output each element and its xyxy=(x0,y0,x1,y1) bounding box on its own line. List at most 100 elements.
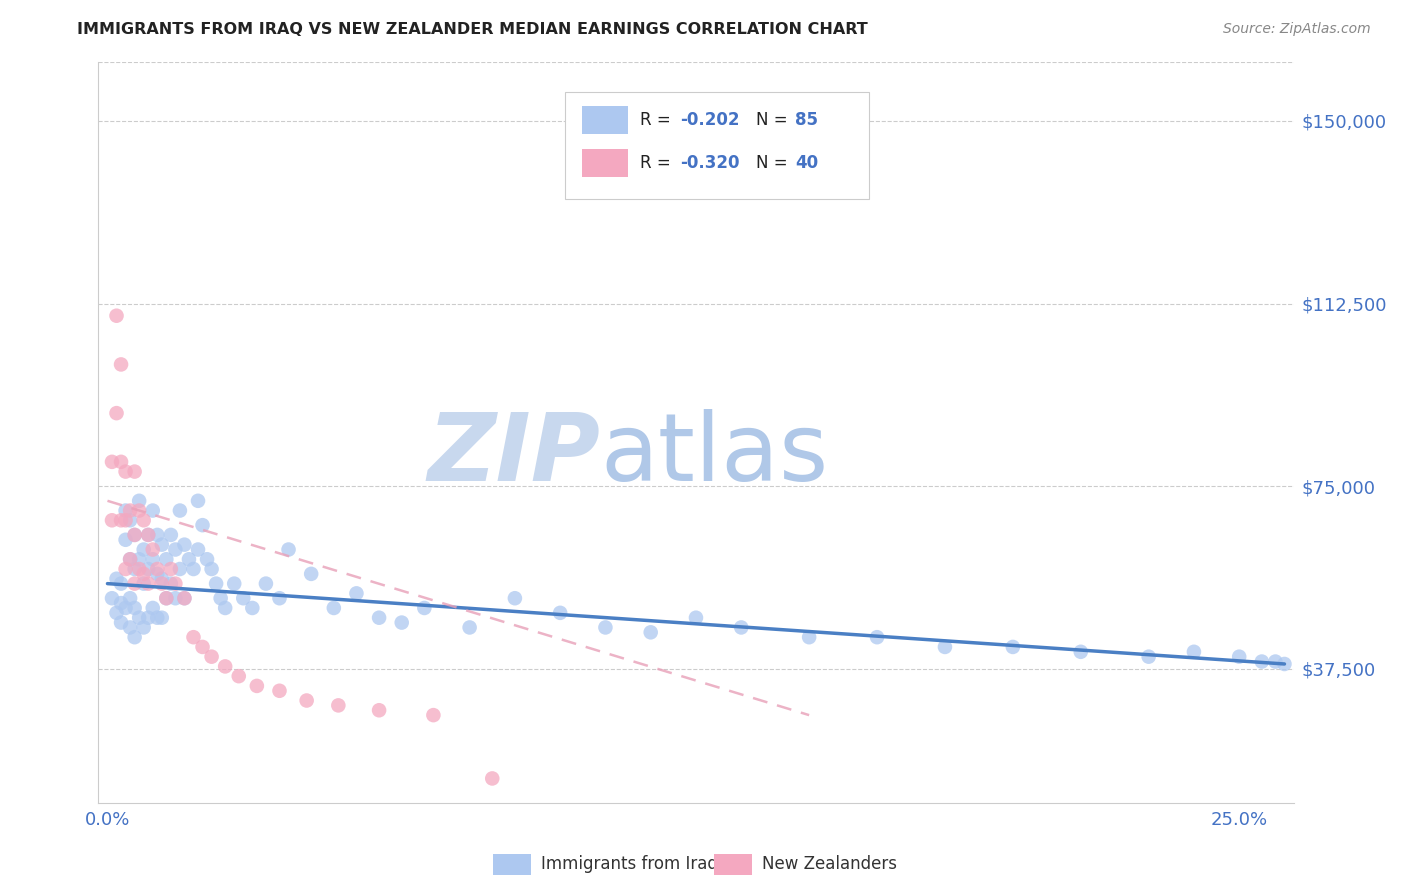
Point xyxy=(173,591,195,606)
Text: R =: R = xyxy=(640,112,676,129)
Point xyxy=(458,620,481,634)
Point xyxy=(110,358,132,372)
Point xyxy=(105,406,128,420)
Point xyxy=(165,542,187,557)
Point xyxy=(1070,645,1092,659)
Point xyxy=(124,630,146,644)
Text: R =: R = xyxy=(640,154,676,172)
Point xyxy=(200,649,222,664)
Point xyxy=(150,576,173,591)
Point xyxy=(187,542,209,557)
Point xyxy=(295,693,318,707)
Point xyxy=(183,562,205,576)
Point xyxy=(128,503,150,517)
Point xyxy=(322,601,344,615)
Point xyxy=(110,513,132,527)
Point xyxy=(124,528,146,542)
Point xyxy=(105,606,128,620)
Point xyxy=(114,503,136,517)
Point xyxy=(101,591,124,606)
Point xyxy=(640,625,662,640)
Point xyxy=(232,591,254,606)
Point xyxy=(110,455,132,469)
Point xyxy=(503,591,526,606)
Text: IMMIGRANTS FROM IRAQ VS NEW ZEALANDER MEDIAN EARNINGS CORRELATION CHART: IMMIGRANTS FROM IRAQ VS NEW ZEALANDER ME… xyxy=(77,22,868,37)
Point xyxy=(124,562,146,576)
Point xyxy=(595,620,617,634)
Point xyxy=(934,640,956,654)
Point xyxy=(155,591,177,606)
Point xyxy=(136,576,159,591)
Text: -0.202: -0.202 xyxy=(681,112,740,129)
Point xyxy=(177,552,200,566)
Point xyxy=(209,591,232,606)
Point xyxy=(142,552,165,566)
Point xyxy=(128,562,150,576)
Point xyxy=(548,606,571,620)
Point xyxy=(124,465,146,479)
Point xyxy=(120,513,142,527)
Point xyxy=(173,591,195,606)
Point xyxy=(346,586,368,600)
Text: atlas: atlas xyxy=(600,409,828,500)
Point xyxy=(120,503,142,517)
Point xyxy=(730,620,752,634)
Point xyxy=(169,562,191,576)
Point xyxy=(120,591,142,606)
Point xyxy=(128,610,150,624)
Point xyxy=(160,528,183,542)
Point xyxy=(146,610,169,624)
Point xyxy=(114,533,136,547)
Point xyxy=(155,591,177,606)
Point xyxy=(269,591,291,606)
Text: -0.320: -0.320 xyxy=(681,154,740,172)
Text: Immigrants from Iraq: Immigrants from Iraq xyxy=(541,855,717,873)
Point xyxy=(132,576,155,591)
Point xyxy=(136,528,159,542)
FancyBboxPatch shape xyxy=(714,854,752,875)
Point xyxy=(142,542,165,557)
Point xyxy=(155,552,177,566)
Point xyxy=(142,503,165,517)
Point xyxy=(183,630,205,644)
Point xyxy=(150,572,173,586)
Point xyxy=(277,542,299,557)
Point xyxy=(269,683,291,698)
Point xyxy=(299,566,322,581)
Point xyxy=(205,576,228,591)
Point xyxy=(866,630,889,644)
Point xyxy=(124,576,146,591)
Point xyxy=(481,772,503,786)
Point xyxy=(114,601,136,615)
Point xyxy=(173,538,195,552)
Point xyxy=(368,610,391,624)
Point xyxy=(195,552,218,566)
Point xyxy=(246,679,269,693)
Point xyxy=(200,562,222,576)
Text: Source: ZipAtlas.com: Source: ZipAtlas.com xyxy=(1223,22,1371,37)
Point xyxy=(142,601,165,615)
Point xyxy=(191,640,214,654)
Point xyxy=(114,562,136,576)
Point xyxy=(120,552,142,566)
Point xyxy=(120,552,142,566)
Point xyxy=(136,610,159,624)
Point xyxy=(1274,657,1296,671)
Point xyxy=(150,538,173,552)
Point xyxy=(228,669,250,683)
Point xyxy=(1227,649,1250,664)
Point xyxy=(1137,649,1160,664)
Point xyxy=(146,562,169,576)
Point xyxy=(146,528,169,542)
Point xyxy=(136,562,159,576)
Point xyxy=(214,659,236,673)
Point xyxy=(214,601,236,615)
Point xyxy=(114,465,136,479)
Point xyxy=(101,455,124,469)
FancyBboxPatch shape xyxy=(565,92,869,200)
Point xyxy=(150,610,173,624)
Point xyxy=(101,513,124,527)
FancyBboxPatch shape xyxy=(494,854,531,875)
Point xyxy=(169,503,191,517)
Point xyxy=(132,566,155,581)
